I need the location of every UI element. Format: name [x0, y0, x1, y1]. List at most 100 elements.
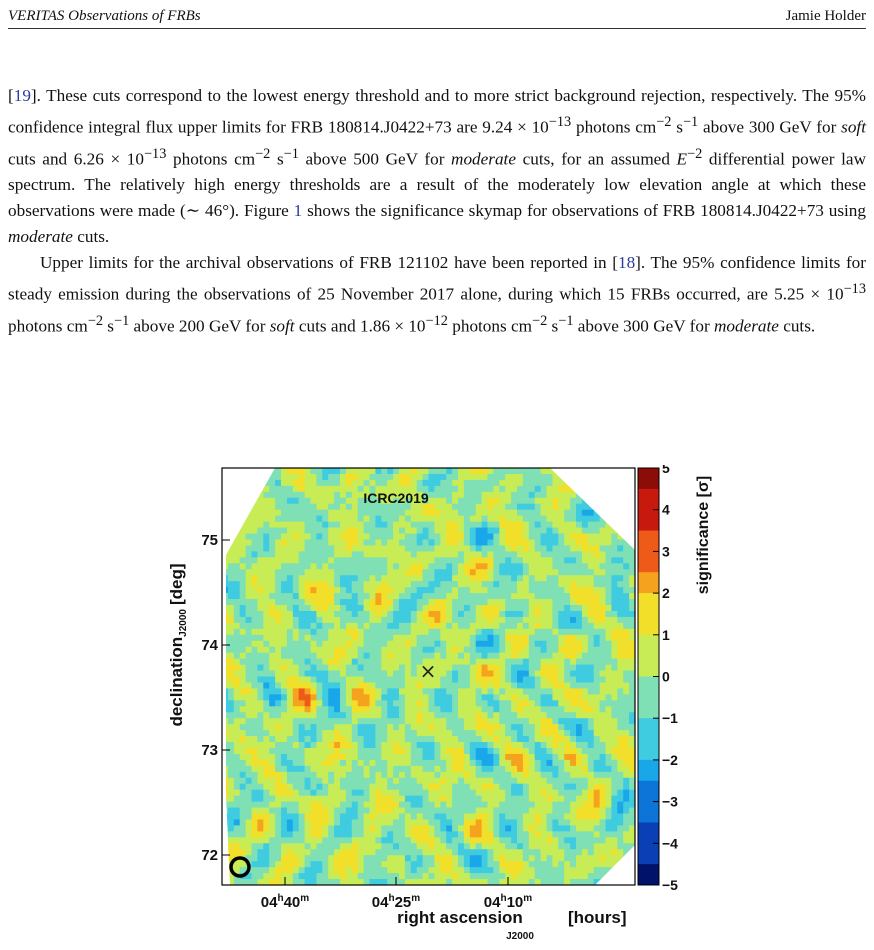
map-cell [234, 605, 241, 612]
map-cell [499, 587, 506, 594]
map-cell [529, 516, 536, 523]
map-cell [393, 629, 400, 636]
map-cell [305, 575, 312, 582]
map-cell [446, 510, 453, 517]
map-cell [552, 682, 559, 689]
map-cell [458, 873, 465, 880]
map-cell [281, 819, 288, 826]
map-cell [623, 474, 630, 481]
map-cell [617, 671, 624, 678]
map-cell [246, 486, 253, 493]
map-cell [234, 486, 241, 493]
map-cell [381, 587, 388, 594]
superscript: −2 [255, 146, 270, 162]
map-cell [576, 712, 583, 719]
map-cell [464, 635, 471, 642]
map-cell [429, 468, 436, 475]
map-cell [417, 802, 424, 809]
citation-link[interactable]: 19 [14, 86, 31, 105]
map-cell [570, 772, 577, 779]
map-cell [358, 825, 365, 832]
map-cell [440, 545, 447, 552]
map-cell [381, 528, 388, 535]
map-cell [364, 671, 371, 678]
map-cell [429, 569, 436, 576]
map-cell [594, 641, 601, 648]
map-cell [517, 843, 524, 850]
map-cell [558, 802, 565, 809]
map-cell [541, 659, 548, 666]
map-cell [281, 855, 288, 862]
map-cell [535, 569, 542, 576]
map-cell [311, 873, 318, 880]
map-cell [393, 814, 400, 821]
map-cell [511, 563, 517, 570]
map-cell [275, 545, 282, 552]
map-cell [370, 551, 377, 558]
map-cell [316, 611, 323, 618]
map-cell [222, 629, 229, 636]
map-cell [452, 480, 459, 487]
map-cell [570, 819, 577, 826]
map-cell [299, 623, 306, 630]
map-cell [535, 873, 542, 880]
map-cell [311, 641, 318, 648]
map-cell [446, 825, 453, 832]
map-cell [411, 819, 418, 826]
map-cell [381, 802, 388, 809]
map-cell [623, 730, 630, 737]
map-cell [358, 581, 365, 588]
map-cell [464, 593, 471, 600]
map-cell [334, 748, 341, 755]
map-cell [222, 611, 229, 618]
map-cell [257, 712, 264, 719]
map-cell [446, 504, 453, 511]
map-cell [476, 861, 483, 868]
map-cell [440, 563, 447, 570]
map-cell [429, 682, 436, 689]
map-cell [476, 754, 483, 761]
map-cell [387, 647, 394, 654]
map-cell [493, 742, 500, 749]
map-cell [523, 736, 530, 743]
map-cell [293, 665, 300, 672]
map-cell [257, 504, 264, 511]
map-cell [423, 528, 430, 535]
map-cell [505, 551, 512, 558]
map-cell [234, 557, 241, 564]
map-cell [411, 641, 418, 648]
map-cell [405, 641, 412, 648]
map-cell [606, 563, 613, 570]
map-cell [505, 849, 512, 856]
map-cell [617, 575, 624, 582]
map-cell [588, 861, 595, 868]
citation-link[interactable]: 18 [618, 253, 635, 272]
map-cell [482, 593, 489, 600]
map-cell [458, 647, 465, 654]
map-cell [576, 659, 583, 666]
map-cell [440, 528, 447, 535]
map-cell [446, 599, 453, 606]
map-cell [411, 510, 418, 517]
map-cell [352, 825, 359, 832]
map-cell [364, 694, 371, 701]
map-cell [387, 772, 394, 779]
map-cell [547, 593, 554, 600]
map-cell [411, 766, 418, 773]
figure-link[interactable]: 1 [294, 201, 303, 220]
map-cell [246, 724, 253, 731]
map-cell [228, 778, 235, 785]
map-cell [293, 671, 300, 678]
map-cell [523, 575, 530, 582]
map-cell [328, 754, 335, 761]
map-cell [505, 593, 512, 600]
map-cell [405, 772, 412, 779]
map-cell [582, 784, 589, 791]
map-cell [493, 641, 500, 648]
map-cell [529, 808, 536, 815]
map-cell [582, 474, 589, 481]
map-cell [564, 659, 571, 666]
map-cell [617, 659, 624, 666]
map-cell [535, 551, 542, 558]
map-cell [411, 694, 418, 701]
